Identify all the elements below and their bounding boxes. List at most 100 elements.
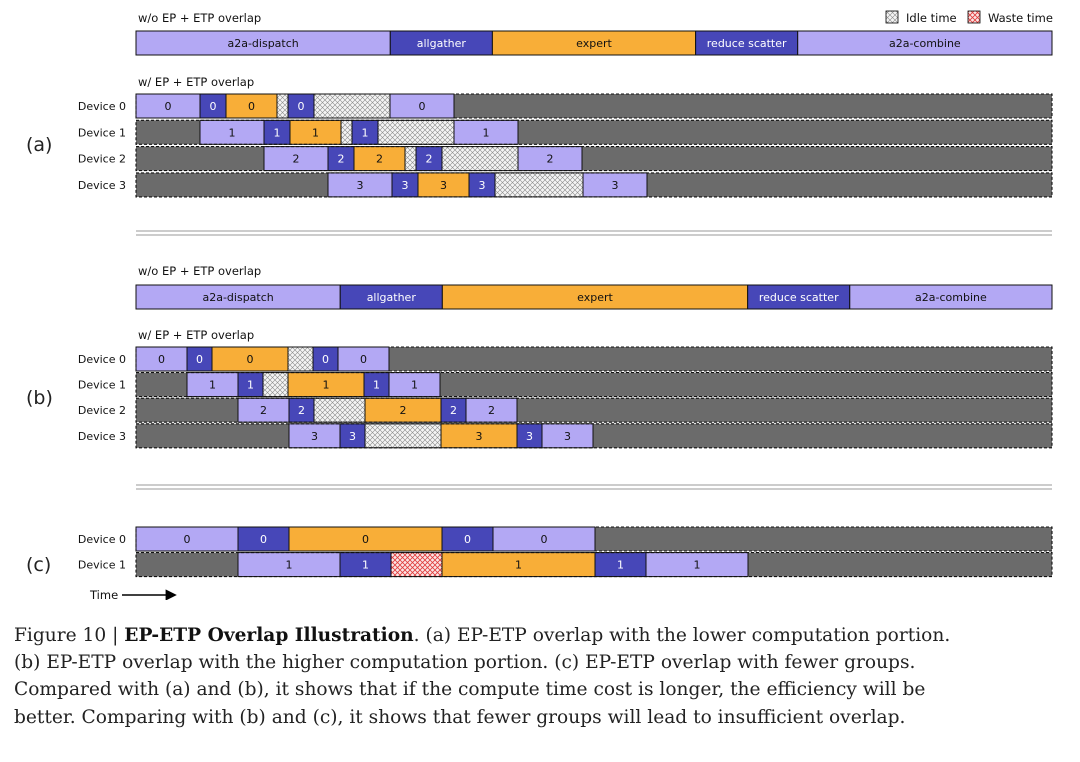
device-block-label: 1 [362,559,369,572]
device-block-dark [312,346,339,372]
device-block-label: 0 [184,533,191,546]
baseline-block-expert [491,30,697,56]
device-block-expert [288,526,443,552]
baseline-block-combine [849,284,1053,310]
caption-text-1: . (a) EP-ETP overlap with the lower comp… [413,625,951,646]
device-block-label: 1 [411,379,418,392]
device-block-light [327,172,393,198]
panel-a-label: (a) [26,134,52,156]
idle-block [313,397,366,423]
panel-a-baseline-row: a2a-dispatch allgather expert reduce scatte… [135,30,1053,56]
device-block-label: 2 [400,404,407,417]
device-block-light [135,526,239,552]
device-block-label: 0 [248,100,255,113]
device-row-outline [135,146,1053,172]
idle-block [276,93,289,119]
device-row-outline [135,552,1053,578]
panel-a-top-title: w/o EP + ETP overlap [138,11,261,25]
device-block-expert [417,172,470,198]
device-name: Device 1 [78,559,126,572]
device-block-label: 1 [312,126,319,139]
waste-time-legend-label: Waste time [988,11,1053,25]
device-name: Device 0 [78,533,126,546]
divider-ab [136,230,1052,236]
panel-b-bottom-title: w/ EP + ETP overlap [138,328,254,342]
device-block-dark [327,146,355,172]
device-block-light [237,397,290,423]
device-block-label: 1 [209,379,216,392]
device-block-label: 3 [564,430,571,443]
divider-bc [136,484,1052,490]
device-block-label: 2 [338,153,345,166]
device-block-label: 0 [419,100,426,113]
device-block-label: 2 [426,153,433,166]
device-block-label: 1 [483,126,490,139]
device-block-label: 0 [210,100,217,113]
panel-b-label: (b) [26,387,53,409]
device-name: Device 1 [78,379,126,392]
device-block-light [288,423,341,449]
baseline-block-label: allgather [417,37,467,50]
idle-block [441,146,519,172]
device-block-label: 2 [450,404,457,417]
device-row-outline [135,372,1053,398]
idle-block [287,346,314,372]
waste-time-swatch [967,10,981,24]
device-row-outline [135,346,1053,372]
idle-block [377,119,455,145]
device-name: Device 3 [78,179,126,192]
device-block-label: 1 [274,126,281,139]
device-block-dark [263,119,291,145]
time-label: Time [89,588,118,600]
idle-block [494,172,584,198]
device-block-light [541,423,594,449]
baseline-block-reduce [747,284,851,310]
panel-b: w/o EP + ETP overlap a2a-dispatch allgath… [26,264,1053,449]
baseline-block-combine [797,30,1053,56]
device-block-dark [516,423,543,449]
device-block-label: 1 [617,559,624,572]
device-block-light [453,119,519,145]
baseline-block-label: a2a-combine [915,291,987,304]
device-block-label: 3 [476,430,483,443]
baseline-block-label: expert [577,291,613,304]
device-block-expert [440,423,518,449]
device-block-dark [440,397,467,423]
baseline-block-allgather [389,30,493,56]
device-name: Device 1 [78,126,126,139]
device-block-dark [594,552,647,578]
baseline-block-label: a2a-combine [889,37,961,50]
device-block-label: 2 [298,404,305,417]
legend: Idle time Waste time [885,10,1053,25]
idle-time-swatch [885,10,899,24]
baseline-block-label: a2a-dispatch [202,291,273,304]
device-block-label: 0 [464,533,471,546]
device-block-expert [225,93,278,119]
device-block-label: 3 [526,430,533,443]
device-block-label: 0 [362,533,369,546]
panel-a-device-rows: Device 0 0 0 0 0 0 Device 1 1 1 1 1 1 Device 2 2 2 2 2 2 D… [78,93,1053,198]
idle-block [313,93,391,119]
device-block-label: 0 [360,353,367,366]
baseline-block-label: allgather [367,291,417,304]
device-block-label: 0 [158,353,165,366]
device-block-label: 2 [260,404,267,417]
caption-line-4: better. Comparing with (b) and (c), it s… [14,706,906,728]
device-block-label: 1 [229,126,236,139]
device-block-label: 1 [247,379,254,392]
panel-b-baseline-row: a2a-dispatch allgather expert reduce scatte… [135,284,1053,310]
baseline-block-label: reduce scatter [707,37,787,50]
device-block-label: 3 [440,179,447,192]
device-block-light [388,372,441,398]
panel-a: w/o EP + ETP overlap a2a-dispatch allgath… [26,11,1053,198]
device-row-outline [135,526,1053,552]
device-block-label: 0 [196,353,203,366]
device-block-label: 3 [402,179,409,192]
device-block-label: 3 [311,430,318,443]
device-block-label: 1 [694,559,701,572]
device-block-label: 2 [488,404,495,417]
idle-block [404,146,417,172]
panel-b-device-rows: Device 0 0 0 0 0 0 Device 1 1 1 1 1 1 Device 2 2 2 2 2 2 D… [78,346,1053,449]
device-block-label: 2 [293,153,300,166]
panel-b-top-title: w/o EP + ETP overlap [138,264,261,278]
